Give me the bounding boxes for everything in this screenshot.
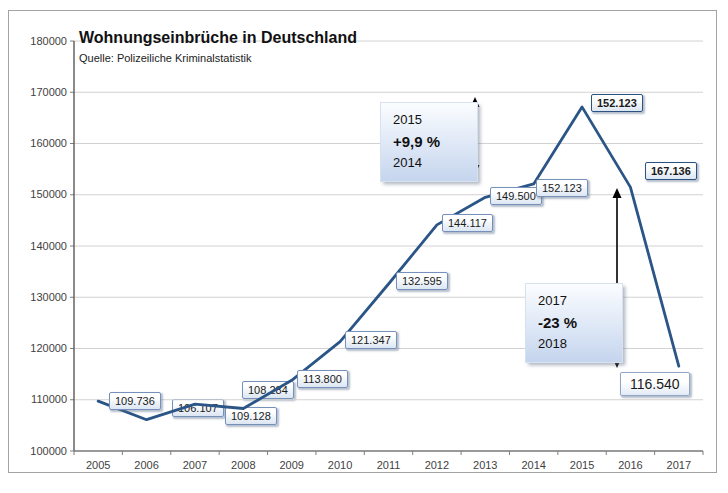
data-point-label: 121.347	[345, 331, 397, 349]
final-value-label: 116.540	[620, 372, 690, 396]
annotation-percent: -23 %	[538, 311, 622, 334]
chart-canvas: Wohnungseinbrüche in Deutschland Quelle:…	[0, 0, 728, 493]
data-point-label: 144.117	[442, 214, 493, 232]
data-point-label: 167.136	[645, 162, 697, 180]
data-point-label: 152.123	[591, 94, 643, 112]
annotation-2017-vs-2018: 2017 -23 % 2018	[525, 283, 623, 363]
chart-title: Wohnungseinbrüche in Deutschland	[79, 29, 357, 47]
data-point-label: 152.123	[536, 179, 588, 197]
data-point-label: 109.736	[109, 392, 161, 410]
annotation-year-bottom: 2018	[538, 334, 622, 354]
annotation-percent: +9,9 %	[393, 130, 477, 153]
chart-frame: Wohnungseinbrüche in Deutschland Quelle:…	[8, 10, 717, 473]
annotation-year-top: 2017	[538, 291, 622, 311]
annotation-year-bottom: 2014	[393, 153, 477, 173]
data-point-label: 132.595	[396, 272, 448, 290]
data-point-label: 149.500	[490, 187, 542, 205]
data-point-label: 113.800	[297, 370, 348, 388]
chart-source: Quelle: Polizeiliche Kriminalstatistik	[79, 52, 251, 64]
annotation-2015-vs-2014: 2015 +9,9 % 2014	[380, 102, 478, 182]
line-plot	[9, 11, 728, 493]
annotation-year-top: 2015	[393, 110, 477, 130]
